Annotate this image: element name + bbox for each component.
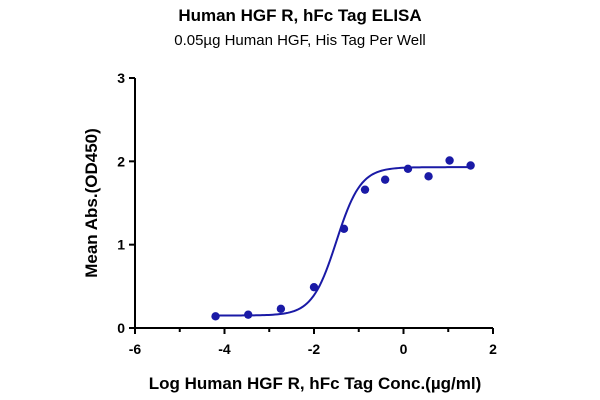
- chart-subtitle: 0.05µg Human HGF, His Tag Per Well: [174, 32, 426, 49]
- data-point: [276, 304, 286, 314]
- fit-curve: [215, 166, 471, 317]
- x-tick-label: -6: [129, 341, 142, 357]
- y-tick-label: 3: [117, 70, 125, 86]
- data-points: [211, 156, 475, 321]
- x-tick-label: -4: [218, 341, 231, 357]
- data-point: [211, 312, 220, 321]
- chart-title: Human HGF R, hFc Tag ELISA: [178, 6, 422, 25]
- y-tick-label: 1: [117, 237, 125, 253]
- data-point: [339, 224, 349, 234]
- x-axis-label: Log Human HGF R, hFc Tag Conc.(µg/ml): [148, 374, 482, 393]
- x-tick-label: 2: [489, 341, 497, 357]
- data-point: [424, 172, 433, 181]
- x-tick-label: -2: [308, 341, 321, 357]
- data-point: [403, 164, 413, 174]
- y-tick-label: 2: [117, 153, 125, 169]
- data-point: [244, 310, 253, 319]
- data-point: [466, 161, 475, 170]
- data-point: [360, 185, 370, 194]
- y-tick-label: 0: [117, 320, 125, 336]
- x-tick-label: 0: [400, 341, 408, 357]
- data-point: [380, 175, 390, 184]
- data-point: [309, 282, 319, 292]
- y-axis-label: Mean Abs.(OD450): [82, 128, 101, 278]
- tick-group: 0 1 2 3 -6 -4 -2 0 2: [117, 70, 497, 357]
- data-point: [445, 156, 454, 165]
